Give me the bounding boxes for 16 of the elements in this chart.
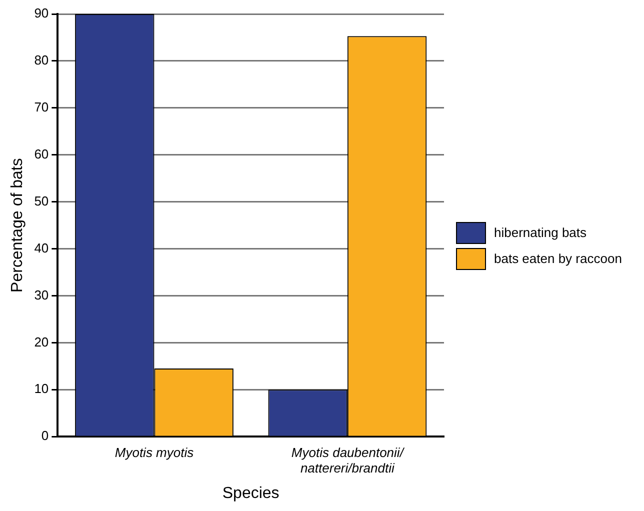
y-tick-label: 60 xyxy=(34,146,49,162)
y-tick-label: 70 xyxy=(34,99,49,114)
x-tick-label: Myotis daubentonii/nattereri/brandtii xyxy=(291,445,405,476)
legend-label: bats eaten by raccoon xyxy=(494,251,622,266)
legend-label: hibernating bats xyxy=(494,225,587,240)
y-tick-label: 50 xyxy=(34,193,49,208)
y-axis-title: Percentage of bats xyxy=(9,158,26,292)
y-tick-label: 90 xyxy=(34,6,49,21)
y-tick-label: 20 xyxy=(34,334,49,350)
y-tick-label: 0 xyxy=(41,428,49,444)
x-axis-title: Species xyxy=(222,484,280,502)
y-tick-label: 30 xyxy=(34,287,49,302)
y-tick-label: 80 xyxy=(34,52,49,68)
y-tick-label: 10 xyxy=(34,381,49,396)
x-tick-label: Myotis myotis xyxy=(114,445,194,460)
y-tick-label: 40 xyxy=(34,240,49,256)
